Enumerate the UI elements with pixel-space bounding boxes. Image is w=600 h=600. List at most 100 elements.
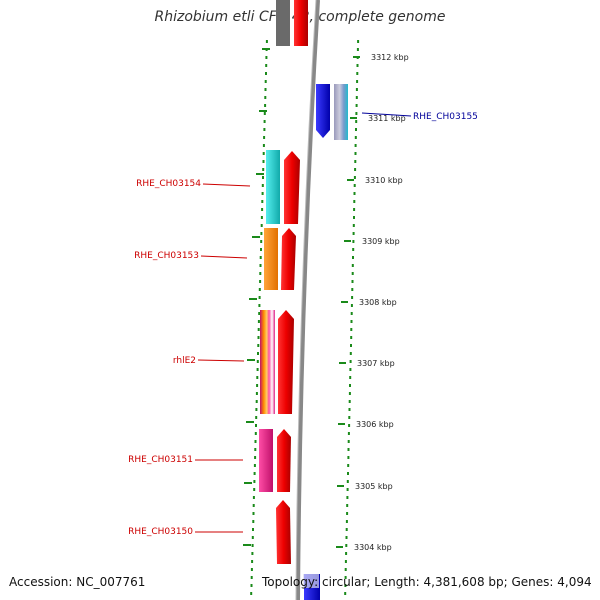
gene-label[interactable]: RHE_CH03153 — [134, 251, 199, 261]
gene-RHE_CH03150[interactable] — [276, 500, 291, 564]
gene-label[interactable]: RHE_CH03151 — [128, 455, 193, 465]
ring-dot — [260, 216, 263, 219]
ring-dot — [257, 336, 260, 339]
ring-dot — [350, 304, 353, 307]
tick-mark — [339, 362, 346, 364]
ring-dot — [353, 200, 356, 203]
ring-dot — [255, 416, 258, 419]
gene-RHE_CH03155[interactable] — [316, 84, 348, 140]
tick-mark — [341, 301, 348, 303]
tick-mark — [338, 423, 345, 425]
ring-dot — [255, 392, 258, 395]
ring-dot — [256, 368, 259, 371]
ring-dot — [352, 248, 355, 251]
ring-dot — [346, 512, 349, 515]
ring-dot — [350, 336, 353, 339]
ring-dot — [354, 152, 357, 155]
ring-dot — [260, 240, 263, 243]
gene-label[interactable]: RHE_CH03150 — [128, 527, 193, 537]
feature-grey-block — [276, 0, 290, 46]
ring-dot — [257, 344, 260, 347]
ring-dash — [256, 173, 264, 175]
ring-dot — [257, 352, 259, 355]
gene-rhlE2[interactable] — [260, 310, 294, 414]
tick-label: 3308 kbp — [359, 298, 397, 307]
ring-dot — [250, 584, 253, 587]
ring-dot — [350, 312, 353, 315]
ring-dot — [355, 104, 358, 107]
ring-dot — [344, 568, 347, 571]
ring-dot — [252, 512, 255, 515]
ring-dot — [263, 136, 266, 139]
tick-mark — [347, 179, 354, 181]
ring-dot — [258, 312, 261, 315]
ring-dot — [348, 392, 351, 395]
gene-RHE_CH03151[interactable] — [259, 429, 291, 492]
ring-dot — [262, 160, 265, 163]
tick-label: 3312 kbp — [371, 53, 409, 62]
ring-dot — [347, 448, 350, 451]
ring-dot — [350, 328, 353, 331]
ring-dot — [348, 400, 351, 403]
gene-RHE_CH03154[interactable] — [266, 150, 300, 224]
tick-label: 3304 kbp — [354, 543, 392, 552]
kbp-axis: 3312 kbp 3311 kbp 3310 kbp 3309 kbp 3308 kbp… — [336, 53, 409, 552]
ring-dot — [252, 528, 254, 531]
gene-label[interactable]: rhlE2 — [173, 356, 196, 366]
ring-dot — [345, 544, 348, 547]
ring-dot — [252, 520, 255, 523]
gene-label[interactable]: RHE_CH03154 — [136, 179, 201, 189]
tick-mark — [337, 485, 344, 487]
ring-dash — [262, 48, 270, 50]
ring-dot — [253, 464, 256, 467]
ring-dot — [348, 416, 351, 419]
ring-dot — [261, 208, 264, 211]
ring-dot — [352, 224, 355, 227]
ring-dot — [349, 376, 352, 379]
gene-label[interactable]: RHE_CH03155 — [413, 112, 478, 122]
ring-dot — [349, 360, 352, 363]
ring-dot — [349, 384, 351, 387]
ring-dot — [250, 568, 253, 571]
ring-dot — [351, 288, 354, 291]
ring-dot — [254, 432, 257, 435]
gene-RHE_CH03153[interactable] — [264, 228, 296, 290]
ring-dot — [254, 448, 257, 451]
ring-dot — [354, 168, 357, 171]
feature-red-top — [294, 0, 308, 46]
ring-dot — [265, 72, 267, 75]
ring-dash — [244, 482, 252, 484]
genome-summary-text: Topology: circular; Length: 4,381,608 bp… — [262, 575, 592, 589]
tick-label: 3305 kbp — [355, 482, 393, 491]
ring-dot — [356, 48, 359, 51]
ring-dot — [251, 552, 254, 555]
ring-dot — [264, 88, 267, 91]
ring-dot — [259, 280, 262, 283]
ring-dot — [264, 80, 267, 83]
tick-label: 3309 kbp — [362, 237, 400, 246]
ring-dot — [352, 256, 354, 259]
ring-dot — [252, 496, 255, 499]
ring-dot — [265, 40, 268, 43]
ring-dash — [243, 544, 251, 546]
tick-mark — [353, 56, 360, 58]
ring-dot — [254, 456, 257, 459]
ring-dot — [256, 384, 259, 387]
ring-dot — [258, 304, 261, 307]
ring-dot — [350, 344, 352, 347]
ring-dot — [261, 200, 264, 203]
ring-dot — [250, 592, 253, 595]
ring-dot — [263, 112, 266, 115]
ring-dot — [256, 376, 259, 379]
ring-dot — [255, 400, 258, 403]
ring-dot — [345, 528, 348, 531]
ring-dot — [350, 320, 353, 323]
ring-dot — [258, 296, 261, 299]
ring-dot — [262, 144, 265, 147]
ring-dot — [344, 576, 347, 579]
ring-dot — [255, 408, 258, 411]
ring-dot — [353, 208, 356, 211]
ring-dash — [252, 236, 260, 238]
tick-mark — [350, 117, 357, 119]
